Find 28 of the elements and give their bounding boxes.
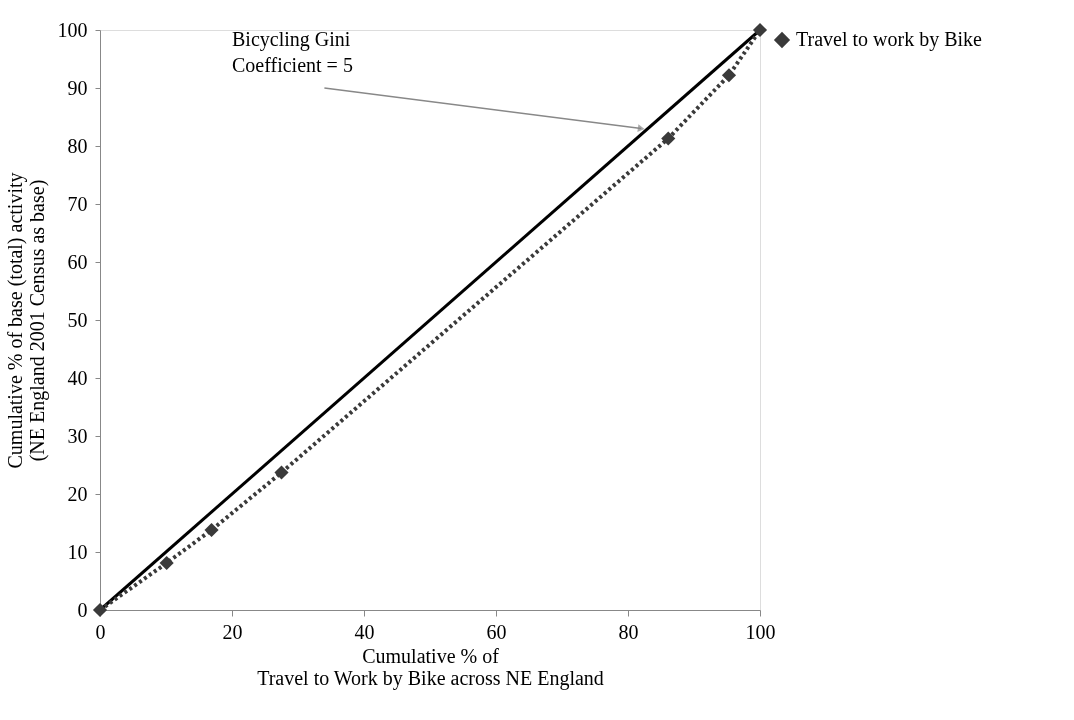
legend-label: Travel to work by Bike (796, 28, 983, 51)
y-tick-label: 50 (67, 308, 88, 331)
y-tick-label: 20 (67, 482, 88, 505)
annotation: Bicycling Gini Coefficient = 5 (232, 28, 353, 76)
y-tick-label: 70 (67, 192, 88, 215)
x-tick-label: 40 (354, 620, 375, 643)
y-axis-title: Cumulative % of base (total) activity (NE England 2001 Census as base) (3, 172, 49, 469)
point (274, 465, 289, 480)
y-tick-label: 10 (67, 540, 88, 563)
y-tick-label: 80 (67, 134, 88, 157)
y-tick-label: 30 (67, 424, 88, 447)
point (92, 602, 108, 618)
x-tick-label: 100 (745, 620, 776, 643)
point (159, 555, 174, 571)
y-tick-label: 40 (67, 366, 88, 389)
y-tick-label: 0 (77, 598, 88, 621)
y-tick-label: 60 (67, 250, 88, 273)
x-tick-label: 0 (95, 620, 106, 643)
y-tick-label: 90 (67, 76, 88, 99)
point (204, 522, 219, 538)
x-tick-label: 60 (486, 620, 507, 643)
x-tick-label: 80 (618, 620, 639, 643)
point (661, 131, 676, 146)
point (752, 22, 768, 38)
x-tick-label: 20 (222, 620, 243, 643)
point (721, 68, 737, 83)
x-axis-title: Cumulative % of Travel to Work by Bike across NE England (257, 644, 604, 690)
y-tick-label: 100 (57, 18, 88, 41)
